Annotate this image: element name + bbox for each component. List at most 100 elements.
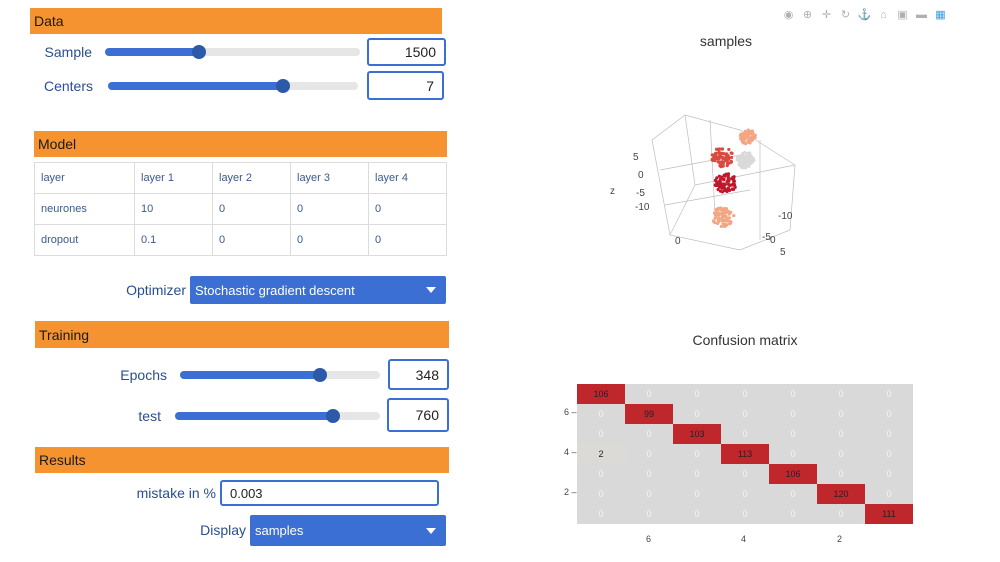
confusion-matrix-cell[interactable]: 0 [817, 424, 865, 444]
confusion-matrix-cell[interactable]: 0 [577, 504, 625, 524]
3d-grid [651, 114, 796, 251]
confusion-matrix-cell[interactable]: 0 [721, 404, 769, 424]
optimizer-select[interactable]: Stochastic gradient descent [190, 276, 446, 304]
confusion-matrix-cell[interactable]: 0 [769, 484, 817, 504]
table-cell-editable[interactable]: 0.1 [134, 224, 213, 256]
scatter-point [719, 224, 723, 229]
test-input[interactable]: 760 [387, 398, 449, 432]
turntable-icon[interactable]: ⚓ [857, 9, 872, 21]
scatter-point [726, 157, 730, 161]
orbit-icon[interactable]: ↻ [840, 9, 851, 21]
confusion-matrix-cell[interactable]: 113 [721, 444, 769, 464]
display-select[interactable]: samples [250, 515, 446, 546]
zoom-icon[interactable]: ⊕ [802, 9, 813, 21]
confusion-matrix-cell[interactable]: 103 [673, 424, 721, 444]
confusion-matrix-cell[interactable]: 0 [673, 464, 721, 484]
epochs-slider-knob[interactable] [313, 368, 327, 382]
confusion-matrix-cell[interactable]: 106 [769, 464, 817, 484]
sample-slider-fill [105, 48, 200, 56]
confusion-matrix-cell[interactable]: 0 [769, 504, 817, 524]
confusion-matrix-cell[interactable]: 0 [769, 444, 817, 464]
confusion-matrix-cell[interactable]: 0 [865, 464, 913, 484]
table-cell-editable[interactable]: 0 [368, 193, 447, 225]
confusion-matrix-cell[interactable]: 0 [625, 484, 673, 504]
confusion-matrix-cell[interactable]: 0 [673, 484, 721, 504]
confusion-matrix-cell[interactable]: 0 [625, 444, 673, 464]
confusion-matrix-cell[interactable]: 0 [769, 384, 817, 404]
video-icon[interactable]: ▣ [897, 9, 908, 21]
sample-slider[interactable] [105, 45, 360, 59]
scatter-point [742, 140, 746, 144]
pan-icon[interactable]: ✛ [821, 9, 832, 21]
test-slider-knob[interactable] [325, 409, 340, 423]
confusion-matrix-cell[interactable]: 0 [673, 504, 721, 524]
table-cell-editable[interactable]: 0 [212, 224, 291, 256]
scatter-point [713, 151, 718, 156]
confusion-matrix-cell[interactable]: 0 [865, 384, 913, 404]
centers-label: Centers [43, 78, 93, 94]
confusion-matrix-cell[interactable]: 0 [721, 504, 769, 524]
confusion-matrix-cell[interactable]: 120 [817, 484, 865, 504]
confusion-matrix-cell[interactable]: 0 [817, 404, 865, 424]
confusion-matrix-cell[interactable]: 0 [577, 464, 625, 484]
scatter-point [748, 141, 752, 145]
axis-tick-label: 5 [780, 247, 786, 255]
centers-slider[interactable] [108, 79, 358, 93]
camera-icon[interactable]: ◉ [783, 9, 794, 21]
confusion-matrix-cell[interactable]: 0 [865, 444, 913, 464]
epochs-input[interactable]: 348 [388, 359, 449, 390]
scatter-point [717, 174, 721, 178]
confusion-matrix-cell[interactable]: 99 [625, 404, 673, 424]
confusion-matrix-cell[interactable]: 0 [721, 384, 769, 404]
confusion-matrix-cell[interactable]: 0 [577, 424, 625, 444]
confusion-matrix-cell[interactable]: 0 [769, 404, 817, 424]
scatter-point [710, 157, 714, 162]
confusion-matrix-cell[interactable]: 0 [817, 464, 865, 484]
confusion-matrix-cell[interactable]: 0 [625, 504, 673, 524]
confusion-matrix-cell[interactable]: 0 [625, 424, 673, 444]
confusion-matrix-heatmap[interactable]: 106 0 0 0 0 0 0 0 99 0 0 0 0 0 0 0 103 0 0 0 0 2 0 0 113 0 0 0 0 0 0 0 1… [577, 384, 913, 525]
epochs-label: Epochs [120, 367, 167, 383]
confusion-matrix-cell[interactable]: 0 [865, 424, 913, 444]
data-section-header: Data [30, 8, 442, 34]
confusion-matrix-cell[interactable]: 0 [673, 404, 721, 424]
confusion-matrix-cell[interactable]: 0 [577, 404, 625, 424]
confusion-matrix-cell[interactable]: 0 [721, 464, 769, 484]
x-tick-label: 2 [837, 534, 843, 544]
home-icon[interactable]: ⌂ [880, 8, 887, 21]
confusion-matrix-cell[interactable]: 0 [577, 484, 625, 504]
confusion-matrix-cell[interactable]: 0 [721, 424, 769, 444]
hover-icon[interactable]: ▬ [916, 8, 927, 21]
confusion-matrix-cell[interactable]: 0 [817, 504, 865, 524]
table-cell-editable[interactable]: 0 [290, 224, 369, 256]
scatter-point [732, 179, 736, 183]
confusion-matrix-cell[interactable]: 2 [577, 444, 625, 464]
confusion-matrix-cell[interactable]: 0 [865, 484, 913, 504]
confusion-matrix-title: Confusion matrix [692, 332, 798, 348]
confusion-matrix-cell[interactable]: 0 [817, 384, 865, 404]
confusion-matrix-cell[interactable]: 0 [673, 384, 721, 404]
table-cell: layer [34, 162, 135, 194]
confusion-matrix-cell[interactable]: 0 [817, 444, 865, 464]
confusion-matrix-cell[interactable]: 0 [673, 444, 721, 464]
samples-3d-scatter[interactable]: 50-5-10z-10-5 050 [600, 110, 820, 255]
test-slider[interactable] [175, 409, 380, 423]
confusion-matrix-cell[interactable]: 0 [769, 424, 817, 444]
epochs-slider[interactable] [180, 368, 380, 382]
confusion-matrix-cell[interactable]: 0 [865, 404, 913, 424]
plotly-logo-icon[interactable]: ▦ [935, 9, 946, 21]
sample-slider-knob[interactable] [192, 45, 207, 59]
sample-input[interactable]: 1500 [367, 38, 446, 66]
mistake-output-field[interactable]: 0.003 [220, 480, 439, 506]
table-cell-editable[interactable]: 10 [134, 193, 213, 225]
confusion-matrix-cell[interactable]: 0 [721, 484, 769, 504]
confusion-matrix-cell[interactable]: 106 [577, 384, 625, 404]
table-cell-editable[interactable]: 0 [368, 224, 447, 256]
centers-slider-knob[interactable] [276, 79, 290, 93]
confusion-matrix-cell[interactable]: 0 [625, 384, 673, 404]
table-cell-editable[interactable]: 0 [212, 193, 291, 225]
centers-input[interactable]: 7 [367, 71, 444, 100]
confusion-matrix-cell[interactable]: 0 [625, 464, 673, 484]
table-cell-editable[interactable]: 0 [290, 193, 369, 225]
confusion-matrix-cell[interactable]: 111 [865, 504, 913, 524]
